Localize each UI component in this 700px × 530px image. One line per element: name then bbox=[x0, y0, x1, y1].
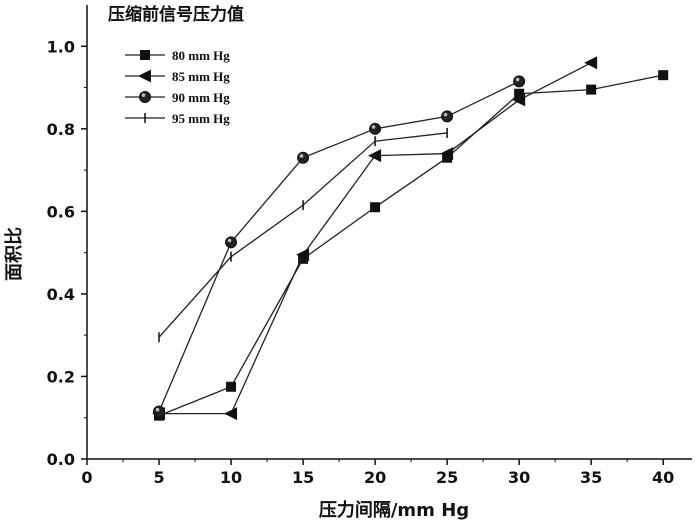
data-point bbox=[153, 405, 166, 418]
data-point bbox=[442, 152, 453, 163]
chart-title: 压缩前信号压力值 bbox=[108, 4, 244, 25]
legend-item: 95 mm Hg bbox=[125, 111, 230, 126]
data-point bbox=[224, 407, 238, 421]
legend: 80 mm Hg 85 mm Hg 90 mm Hg 95 mm Hg bbox=[125, 48, 230, 126]
data-point bbox=[584, 56, 598, 70]
legend-label: 80 mm Hg bbox=[172, 48, 230, 63]
y-tick-label: 1.0 bbox=[47, 37, 75, 56]
x-tick-label: 20 bbox=[364, 468, 386, 487]
legend-marker bbox=[138, 69, 151, 83]
x-tick-label: 30 bbox=[508, 468, 530, 487]
data-point bbox=[514, 88, 525, 99]
legend-marker bbox=[139, 91, 151, 103]
x-tick-label: 10 bbox=[220, 468, 242, 487]
data-point bbox=[440, 147, 454, 161]
y-tick-label: 0.2 bbox=[47, 367, 75, 386]
legend-marker bbox=[140, 50, 150, 60]
series-4 bbox=[158, 127, 448, 343]
data-point bbox=[296, 248, 310, 262]
legend-item: 85 mm Hg bbox=[125, 69, 230, 84]
data-point bbox=[369, 122, 382, 135]
series-3 bbox=[153, 75, 526, 418]
x-tick-label: 25 bbox=[436, 468, 458, 487]
data-point bbox=[586, 84, 597, 95]
y-tick-label: 0.4 bbox=[47, 285, 75, 304]
legend-label: 85 mm Hg bbox=[172, 69, 230, 84]
legend-item: 90 mm Hg bbox=[125, 90, 230, 105]
y-tick-label: 0.6 bbox=[47, 202, 75, 221]
x-axis-title: 压力间隔/mm Hg bbox=[319, 500, 469, 521]
legend-label: 90 mm Hg bbox=[172, 90, 230, 105]
data-point bbox=[297, 151, 310, 164]
y-axis-title: 面积比 bbox=[4, 227, 25, 281]
x-tick-label: 40 bbox=[652, 468, 674, 487]
series-layer bbox=[152, 56, 669, 421]
data-point bbox=[226, 381, 237, 392]
x-tick-label: 15 bbox=[292, 468, 314, 487]
y-tick-label: 0.0 bbox=[47, 450, 75, 469]
x-tick-label: 5 bbox=[153, 468, 164, 487]
data-point bbox=[513, 75, 526, 88]
x-tick-label: 0 bbox=[81, 468, 92, 487]
x-tick-label: 35 bbox=[580, 468, 602, 487]
series-line bbox=[158, 74, 664, 417]
data-point bbox=[298, 253, 309, 264]
data-point bbox=[370, 202, 381, 213]
data-point bbox=[512, 93, 526, 107]
data-point bbox=[368, 149, 382, 163]
series-2 bbox=[152, 56, 598, 421]
data-point bbox=[225, 236, 238, 249]
y-tick-label: 0.8 bbox=[47, 120, 75, 139]
legend-label: 95 mm Hg bbox=[172, 111, 230, 126]
data-point bbox=[658, 70, 669, 81]
legend-item: 80 mm Hg bbox=[125, 48, 230, 63]
data-point bbox=[441, 110, 454, 123]
series-line bbox=[158, 80, 520, 412]
axes: 0 5 10 15 20 25 30 35 40 0.0 0.2 0.4 0.6 0.8 1.0 bbox=[47, 5, 692, 487]
